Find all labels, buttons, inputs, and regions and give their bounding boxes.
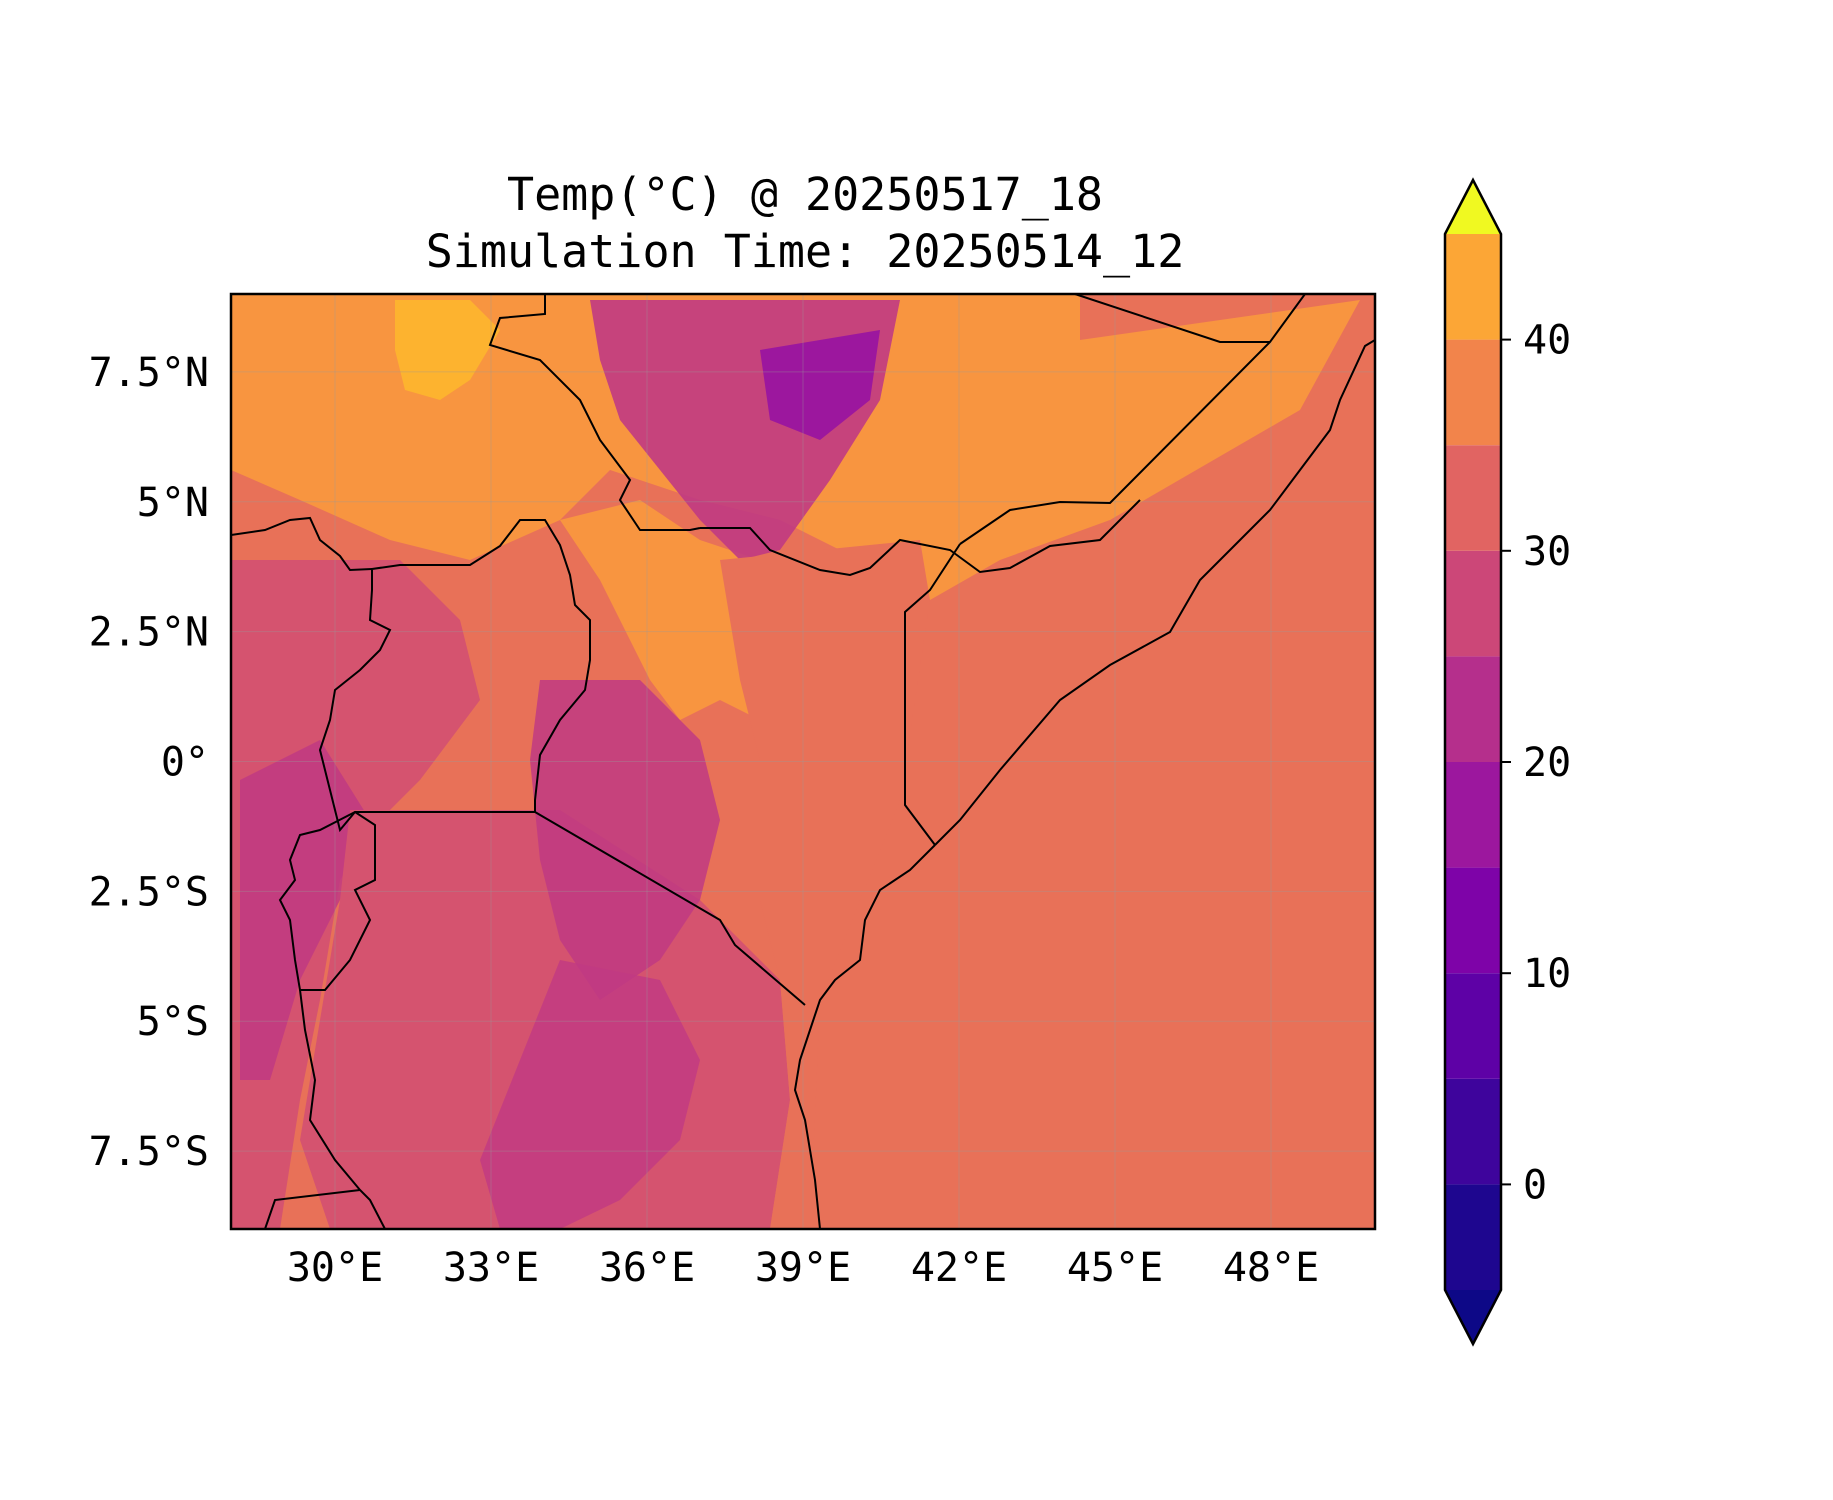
lon-tick-label: 30°E: [287, 1245, 383, 1291]
colorbar-outline: [1443, 177, 1503, 1347]
lat-tick-label: 2.5°N: [89, 610, 209, 656]
coast-somalia: [934, 339, 1375, 846]
temperature-field: [231, 294, 1360, 1229]
colorbar-tick-label: 20: [1523, 740, 1571, 786]
lon-tick-label: 42°E: [911, 1245, 1007, 1291]
border-south-zambia: [264, 1189, 361, 1229]
colorbar-segment: [1445, 1078, 1501, 1185]
colorbar-extend-max: [1445, 180, 1501, 234]
border-southsudan-ethiopia: [488, 294, 701, 531]
border-ethiopia-kenya: [700, 499, 1141, 577]
border-rwanda-burundi: [278, 810, 376, 991]
lon-tick-label: 39°E: [755, 1245, 851, 1291]
colorbar-segment: [1445, 867, 1501, 974]
colorbar-segment: [1445, 973, 1501, 1079]
lat-tick-labels: 7.5°N 5°N 2.5°N 0° 2.5°S 5°S 7.5°S: [89, 350, 209, 1175]
colorbar: 0 10 20 30 40: [1443, 177, 1571, 1347]
colorbar-segment: [1445, 339, 1501, 446]
lon-tick-label: 48°E: [1223, 1245, 1319, 1291]
colorbar-tick-label: 40: [1523, 318, 1571, 364]
colorbar-segment: [1445, 762, 1501, 868]
lat-tick-label: 2.5°S: [89, 869, 209, 915]
field-kenya-highlands: [530, 680, 720, 1000]
border-kenya-tanzania: [534, 811, 806, 1006]
map-panel: [229, 292, 1377, 1231]
field-coastal-strip: [720, 540, 930, 1229]
lat-tick-label: 0°: [161, 740, 209, 786]
title-line-2: Simulation Time: 20250514_12: [426, 225, 1185, 278]
border-uganda: [318, 519, 591, 833]
field-ethiopia-coldest: [760, 330, 880, 440]
lon-tick-label: 45°E: [1067, 1245, 1163, 1291]
border-kenya-somalia: [904, 543, 961, 846]
colorbar-tick-label: 10: [1523, 951, 1571, 997]
lat-tick-label: 7.5°S: [89, 1129, 209, 1175]
colorbar-segment: [1445, 445, 1501, 551]
lat-tick-label: 7.5°N: [89, 350, 209, 396]
lon-tick-label: 36°E: [599, 1245, 695, 1291]
lon-tick-label: 33°E: [443, 1245, 539, 1291]
colorbar-tick-label: 0: [1523, 1162, 1547, 1208]
field-south-sudan-core: [395, 300, 500, 400]
field-tanzania-cool: [480, 960, 700, 1229]
colorbar-segment: [1445, 1184, 1501, 1290]
field-west-rift-cool: [240, 740, 370, 1080]
map-frame: [229, 292, 1377, 1231]
gridlines: [231, 294, 1375, 1229]
field-west-rift: [231, 560, 480, 1229]
colorbar-segment: [1445, 234, 1501, 340]
lat-tick-label: 5°N: [137, 480, 209, 526]
colorbar-segment: [1445, 656, 1501, 762]
lat-tick-label: 5°S: [137, 999, 209, 1045]
colorbar-extend-min: [1445, 1290, 1501, 1344]
coast-east-africa: [793, 844, 936, 1229]
border-ethiopia-somalia: [959, 294, 1306, 545]
border-southsudan-drc: [231, 516, 373, 572]
colorbar-segment: [1445, 550, 1501, 657]
lon-tick-labels: 30°E 33°E 36°E 39°E 42°E 45°E 48°E: [287, 1245, 1319, 1291]
title-line-1: Temp(°C) @ 20250517_18: [507, 168, 1103, 221]
colorbar-tick-label: 30: [1523, 529, 1571, 575]
border-drc-tanzania: [299, 989, 386, 1229]
border-somaliland: [1074, 294, 1270, 343]
country-borders: [231, 294, 1375, 1229]
